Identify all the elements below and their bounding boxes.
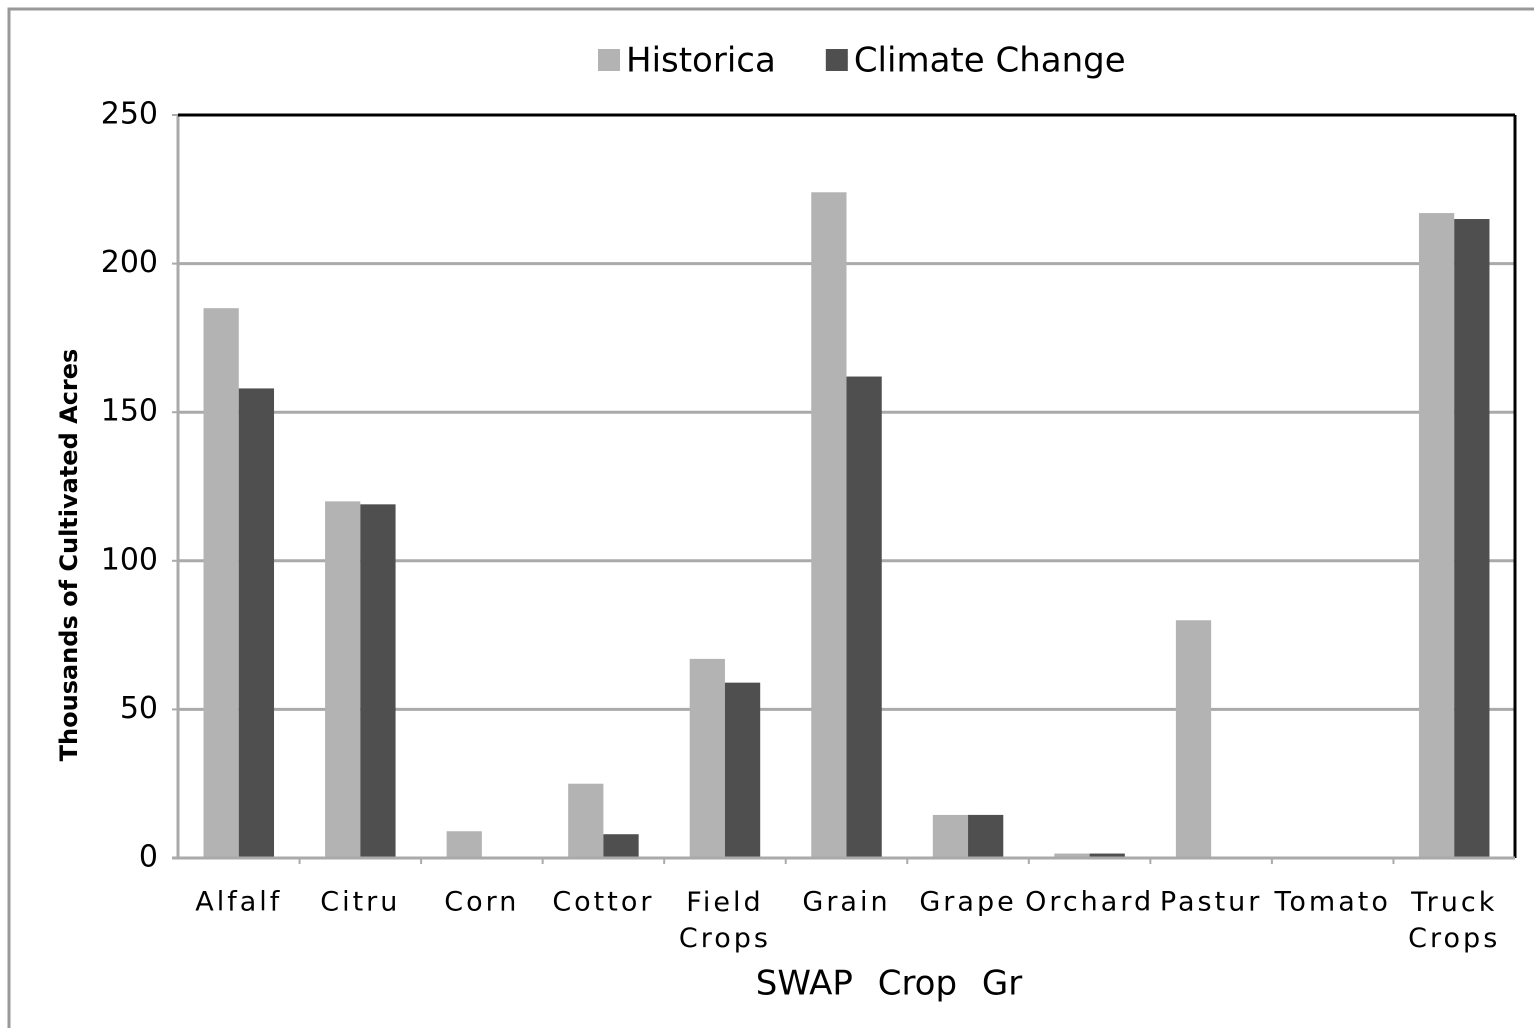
legend-label: Historica <box>626 41 776 81</box>
bar <box>203 308 239 858</box>
bar <box>360 504 396 858</box>
bar <box>724 682 761 858</box>
bar <box>1454 219 1490 858</box>
legend-swatch <box>825 49 848 71</box>
x-tick-label: Citru <box>320 887 400 918</box>
y-tick-label: 150 <box>101 394 158 429</box>
y-tick-label: 0 <box>139 840 158 875</box>
x-tick-label: Cottor <box>552 887 654 918</box>
x-tick-label: Pastur <box>1160 887 1262 918</box>
bar <box>1054 853 1090 858</box>
y-axis-title: Thousands of Cultivated Acres <box>55 349 83 762</box>
bar <box>325 501 361 858</box>
x-tick-label: Tomato <box>1273 887 1390 918</box>
bar <box>238 388 275 858</box>
bar <box>1089 853 1125 858</box>
bar <box>446 831 482 858</box>
y-tick-label: 50 <box>120 691 158 726</box>
x-axis-title: SWAP Crop Gr <box>756 964 1022 1004</box>
bar <box>968 814 1004 858</box>
legend-swatch <box>598 49 620 71</box>
chart-border <box>7 7 1534 1028</box>
x-tick-label: Truck Crops <box>1408 887 1500 954</box>
bar <box>846 376 882 858</box>
bar <box>1418 213 1455 859</box>
legend-label: Climate Change <box>854 41 1126 81</box>
x-tick-label: Grape <box>919 887 1016 918</box>
x-tick-label: Corn <box>444 887 519 918</box>
x-tick-label: Orchard <box>1025 887 1154 918</box>
bar <box>689 658 725 858</box>
bar <box>603 834 639 858</box>
bar <box>568 783 604 858</box>
bar <box>1175 620 1212 858</box>
bar <box>932 814 969 858</box>
y-tick-label: 250 <box>101 97 158 132</box>
x-tick-label: Grain <box>802 887 890 918</box>
x-tick-label: Alfalf <box>195 887 282 918</box>
y-tick-label: 200 <box>101 245 158 280</box>
bar <box>811 192 847 859</box>
x-tick-label: Field Crops <box>679 887 771 954</box>
y-tick-label: 100 <box>101 542 158 577</box>
